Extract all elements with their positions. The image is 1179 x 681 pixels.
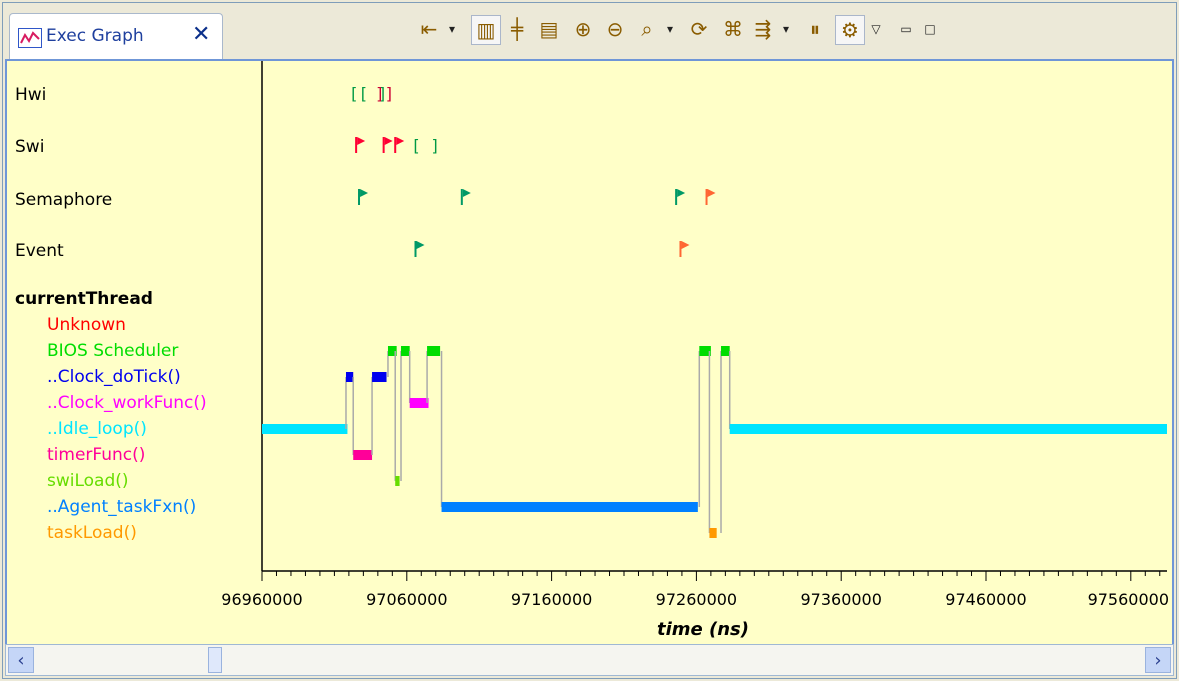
swi-bracket-marker: [ ] (411, 136, 440, 155)
swi-flag-marker (357, 137, 366, 145)
find-icon[interactable]: ⌘ (723, 17, 743, 41)
thread-segment (345, 372, 354, 382)
swi-flag-marker (384, 137, 393, 145)
chevron-down-icon[interactable]: ▾ (666, 22, 674, 36)
thread-segment (699, 346, 711, 356)
semaphore-flag-marker (360, 189, 369, 197)
x-tick-label: 97460000 (945, 590, 1026, 609)
zoom-out-icon[interactable]: ⊖ (606, 17, 624, 41)
scroll-left-icon[interactable]: ‹ (8, 647, 34, 673)
row-label-event: Event (15, 241, 64, 261)
graph-panel: Hwi Swi Semaphore Event currentThread Un… (5, 59, 1174, 646)
zoom-in-icon[interactable]: ⊕ (574, 17, 592, 41)
tab-title: Exec Graph (46, 26, 144, 46)
thread-label-bios-scheduler: BIOS Scheduler (47, 341, 179, 361)
semaphore-flag-marker (707, 189, 716, 197)
timeline-chart[interactable]: 96960000 97060000 97160000 97260000 97360000… (7, 61, 1172, 611)
event-flag-marker (416, 241, 425, 249)
x-tick-label: 96960000 (221, 590, 302, 609)
swi-flag-marker (396, 137, 405, 145)
chevron-down-icon[interactable]: ▾ (782, 22, 790, 36)
thread-label-idle-loop: ..Idle_loop() (47, 419, 147, 439)
horizontal-scrollbar[interactable]: ‹ › (5, 644, 1174, 676)
x-tick-label: 97360000 (800, 590, 881, 609)
thread-label-timerfunc: timerFunc() (47, 445, 146, 465)
view-tabbar: Exec Graph ✕ ⇤ ▾ ▥ ╪ ▤ ⊕ ⊖ ⌕ ▾ ⟳ ⌘ ⇶ ▾ ⏸… (3, 3, 1176, 60)
x-tick-label: 97060000 (366, 590, 447, 609)
group-icon[interactable]: ⇶ (754, 17, 772, 41)
row-label-semaphore: Semaphore (15, 190, 113, 210)
row-label-swi: Swi (15, 137, 45, 157)
thread-label-taskload: taskLoad() (47, 523, 137, 543)
semaphore-flag-marker (462, 189, 471, 197)
maximize-icon[interactable]: □ (924, 22, 936, 36)
chevron-down-icon[interactable]: ▾ (448, 22, 456, 36)
event-flag-marker (681, 241, 690, 249)
x-tick-label: 97260000 (656, 590, 737, 609)
thread-segment (387, 346, 397, 356)
row-label-currentthread: currentThread (15, 289, 153, 309)
row-label-hwi: Hwi (15, 85, 47, 105)
hwi-bracket-marker: ]] (375, 84, 394, 103)
thread-label-swiload: swiLoad() (47, 471, 129, 491)
thread-segment (262, 424, 348, 434)
thread-segment (395, 476, 400, 486)
graph-icon (18, 28, 42, 48)
minimize-icon[interactable]: ▭ (900, 22, 912, 36)
settings-icon[interactable]: ⚙ (835, 15, 865, 45)
layout-icon[interactable]: ▥ (471, 15, 501, 45)
thread-segment (353, 450, 373, 460)
semaphore-flag-marker (677, 189, 686, 197)
menu-icon[interactable]: ▽ (871, 22, 881, 36)
measure-icon[interactable]: ▤ (539, 17, 559, 41)
thread-segment (427, 346, 441, 356)
close-icon[interactable]: ✕ (192, 22, 211, 47)
thread-label-clock-dotick: ..Clock_doTick() (47, 367, 181, 387)
thread-segment (441, 502, 698, 512)
thread-label-clock-workfunc: ..Clock_workFunc() (47, 393, 207, 413)
tab-exec-graph[interactable]: Exec Graph ✕ (9, 13, 223, 60)
scroll-thumb[interactable] (208, 647, 222, 673)
x-tick-label: 97160000 (511, 590, 592, 609)
thread-label-unknown: Unknown (47, 315, 126, 335)
thread-label-agent-taskfxn: ..Agent_taskFxn() (47, 497, 197, 517)
x-axis-title: time (ns) (657, 619, 749, 640)
thread-segment (721, 346, 730, 356)
refresh-icon[interactable]: ⟳ (690, 17, 708, 41)
x-tick-label: 97560000 (1088, 590, 1169, 609)
merge-icon[interactable]: ╪ (510, 17, 524, 41)
scroll-right-icon[interactable]: › (1145, 647, 1171, 673)
pause-icon[interactable]: ⏸ (810, 17, 820, 41)
thread-segment (372, 372, 387, 382)
align-left-icon[interactable]: ⇤ (420, 17, 438, 41)
thread-segment (709, 528, 717, 538)
thread-segment (729, 424, 1167, 434)
zoom-fit-icon[interactable]: ⌕ (641, 17, 653, 41)
thread-segment (401, 346, 410, 356)
thread-segment (409, 398, 429, 408)
hwi-bracket-marker: [[ ] (349, 84, 388, 103)
